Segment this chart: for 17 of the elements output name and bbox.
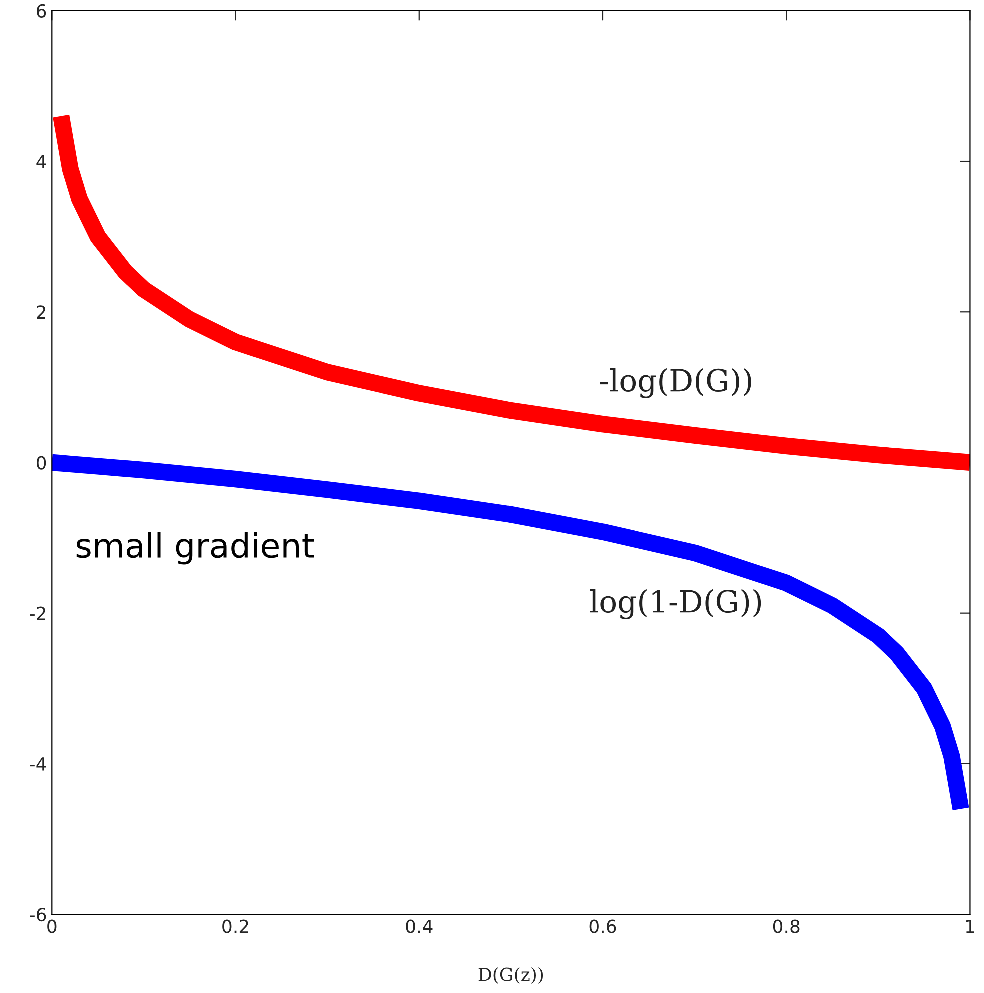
x-tick-label: 1 — [966, 920, 974, 934]
y-tick-label: 2 — [37, 306, 46, 319]
y-tick-label: -2 — [30, 606, 46, 620]
x-tick-label: 0.4 — [406, 920, 433, 934]
annotation: small gradient — [76, 532, 314, 565]
x-tick-label: 0.6 — [590, 920, 616, 934]
x-tick-label: 0.2 — [222, 920, 248, 934]
x-axis-title: D(G(z)) — [478, 967, 544, 984]
x-tick-label: 0.8 — [773, 920, 800, 934]
y-tick-label: 6 — [37, 4, 46, 18]
y-tick-label: -4 — [30, 758, 46, 771]
y-tick-label: 4 — [36, 155, 46, 168]
y-tick-label: -6 — [30, 908, 46, 922]
series-label: log(1-D(G)) — [590, 589, 762, 620]
x-tick-label: 0 — [48, 920, 57, 934]
series-label: -log(D(G)) — [600, 368, 752, 398]
y-tick-label: 0 — [36, 456, 46, 470]
